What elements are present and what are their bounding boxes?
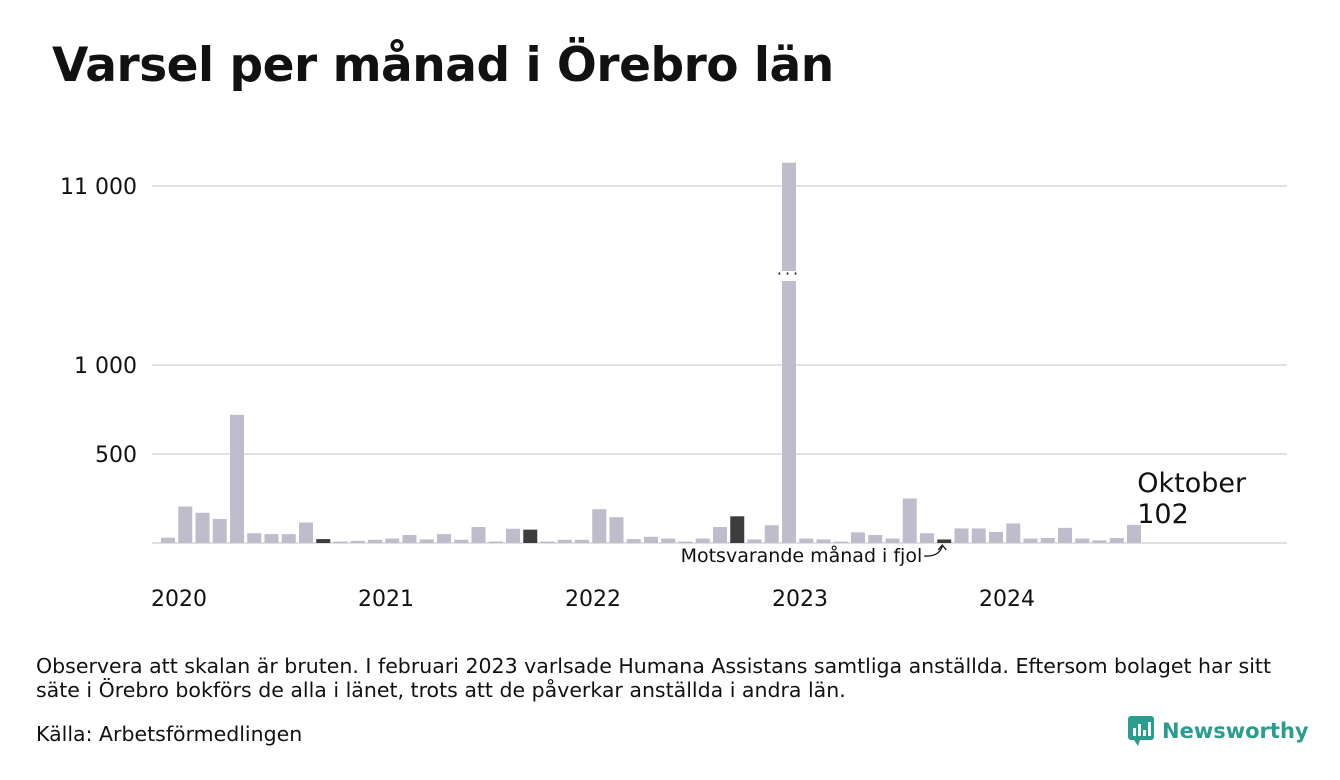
newsworthy-logo-icon [1128,716,1154,746]
current-value-label: 102 [1137,499,1189,530]
bar [885,538,900,543]
bar [644,536,658,543]
bar [471,526,486,543]
bar [1109,538,1124,543]
grid-lines [152,185,1287,544]
previous-year-label: Motsvarande månad i fjol [681,544,923,567]
bar [402,534,417,543]
bar [626,539,641,543]
bar [488,541,503,543]
bar [212,518,227,543]
bar [782,162,796,544]
bar [195,512,210,543]
bar [437,534,451,543]
x-tick-label: 2021 [358,587,414,612]
bars: ··· [161,162,1141,544]
y-tick-label: 1 000 [74,354,137,379]
bar [575,539,589,543]
axis-break [778,271,800,281]
bar [764,525,779,543]
bar [178,506,193,543]
bar [747,539,762,543]
bar [540,541,555,543]
bar [816,539,831,543]
brand-logo: Newsworthy [1128,716,1309,746]
axis-break-dots: ··· [777,264,801,283]
y-tick-label: 500 [95,443,137,468]
bar [230,414,244,543]
x-tick-label: 2020 [151,587,207,612]
bar [730,516,745,543]
bar [713,526,727,543]
previous-year-arrowhead [937,543,947,551]
bar [592,509,607,543]
bar [833,541,848,543]
bar [678,541,693,543]
y-tick-label: 11 000 [60,175,137,200]
current-month-label: Oktober [1137,468,1247,499]
chart-title: Varsel per månad i Örebro län [52,38,834,93]
x-tick-label: 2023 [772,587,828,612]
bar [506,528,520,543]
bar [419,539,434,543]
bar [1092,540,1107,543]
bar [1075,538,1090,543]
bar [661,538,676,543]
bar [920,533,934,543]
bar [161,537,175,543]
bar [368,539,382,543]
bar [695,538,710,543]
bar [989,531,1003,543]
bar [350,540,365,543]
bar [609,517,624,543]
bar [937,539,952,543]
brand-name: Newsworthy [1162,719,1309,743]
bar [247,533,262,543]
bar [1058,527,1072,543]
bar [333,541,348,543]
source-text: Källa: Arbetsförmedlingen [36,722,303,746]
bar [1127,524,1141,543]
bar [971,528,986,543]
bar [1040,538,1055,543]
bar [851,532,865,543]
bar [454,539,469,543]
bar [557,539,572,543]
x-tick-label: 2022 [565,587,621,612]
bar [316,539,331,543]
bar [523,529,538,543]
bar [264,534,279,543]
y-axis-labels: 500 1 000 11 000 [60,175,137,468]
bar [281,534,296,543]
bar [385,538,400,543]
bar [1023,538,1038,543]
bar [868,534,883,543]
x-tick-label: 2024 [979,587,1035,612]
bar [299,522,313,543]
bar [902,498,917,543]
previous-year-arrow [924,545,943,557]
bar [954,528,969,543]
bar [799,538,814,543]
bar [1006,523,1021,543]
chart-note: Observera att skalan är bruten. I februa… [36,654,1271,702]
x-axis-labels: 2020 2021 2022 2023 2024 [151,587,1035,612]
